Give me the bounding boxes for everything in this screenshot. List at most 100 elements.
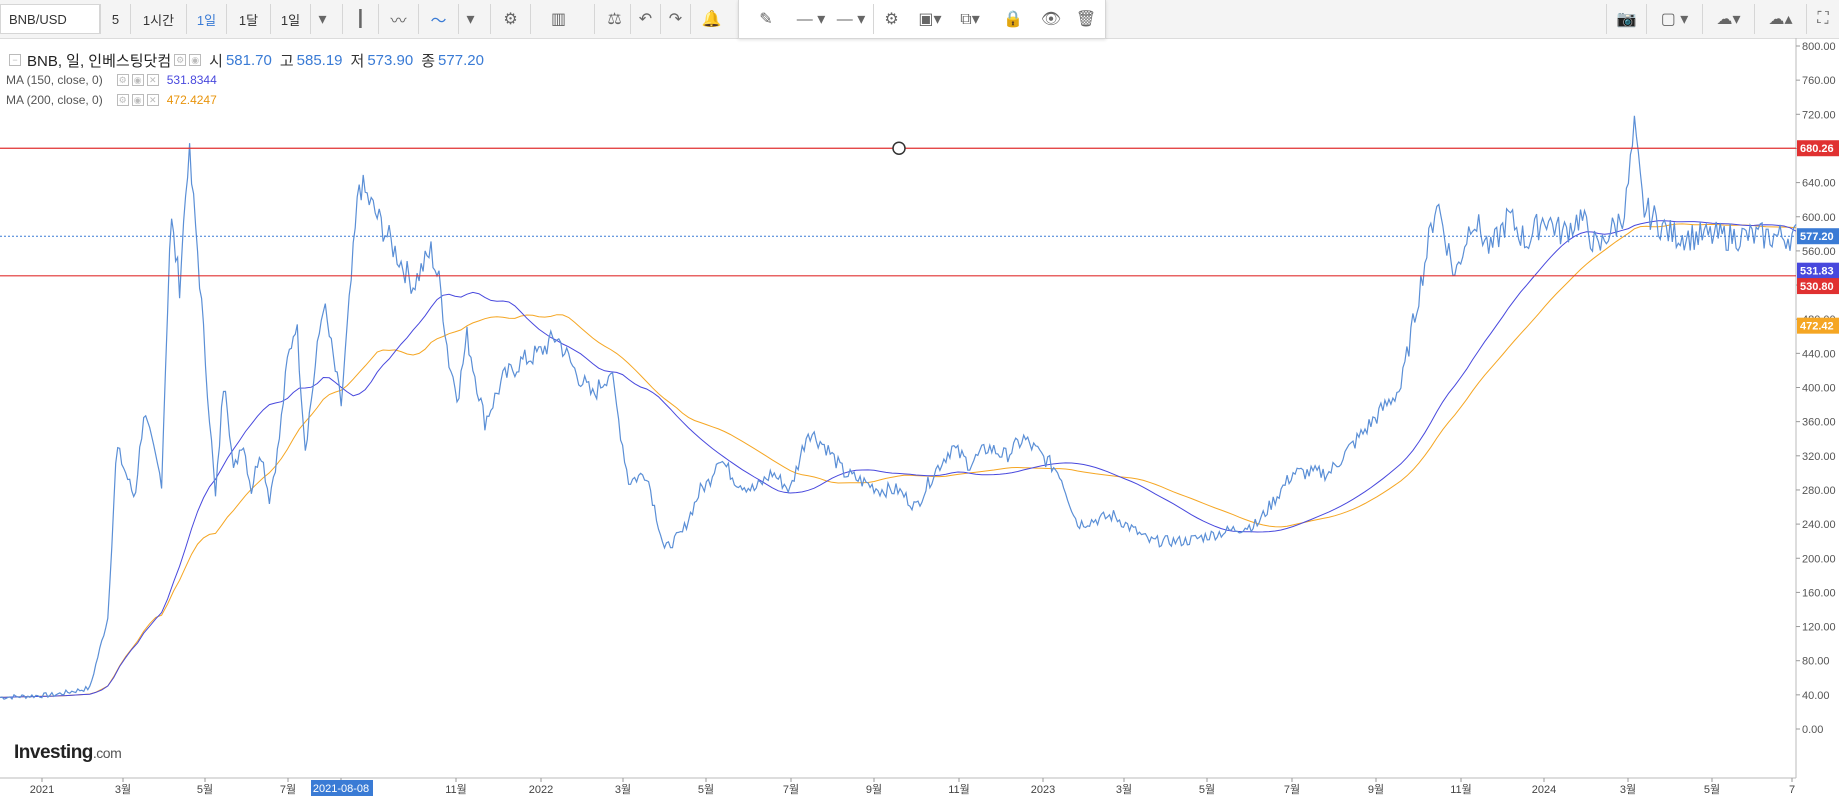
x-tick-label: 11월 [445, 783, 467, 796]
template-dropdown-icon[interactable]: ▢ ▾ [1646, 4, 1702, 34]
pencil-icon[interactable]: ✎ [759, 11, 773, 28]
cloud-download-icon[interactable]: ☁▾ [1702, 4, 1754, 34]
lock-icon[interactable]: 🔒 [1003, 11, 1023, 28]
compare-scale-icon[interactable]: ⚖ [594, 4, 634, 34]
y-tick-label: 360.00 [1802, 417, 1836, 429]
high-label: 고 [279, 52, 294, 70]
line-width-dropdown-icon[interactable]: — ▾ [836, 11, 866, 28]
toolbar: BNB/USD 5 1시간 1일 1달 1일 ▾ ┃ 〰 〜 ▾ ⚙ ▥ ⚖ ↶… [0, 0, 1839, 39]
legend-settings-icon[interactable]: ⚙ [174, 54, 187, 66]
line-style-dropdown-icon[interactable]: — ▾ [796, 11, 826, 28]
price-label-badge [1797, 278, 1839, 295]
x-tick-label: 2021 [30, 784, 54, 796]
y-tick-label: 600.00 [1802, 212, 1836, 224]
price-chart[interactable]: 0.00 40.00 80.00 120.00 160.00 200.00 240.00 28… [0, 38, 1839, 796]
y-tick-label: 200.00 [1802, 553, 1836, 565]
x-tick-label: 9월 [866, 783, 882, 796]
interval-dropdown-icon[interactable]: ▾ [310, 4, 334, 34]
x-tick-label: 7월 [783, 783, 799, 796]
ma200-visibility-icon[interactable]: ◉ [131, 94, 144, 106]
y-tick-label: 440.00 [1802, 348, 1836, 360]
line-handle [892, 141, 906, 155]
x-tick-label: 2021-08-08 [313, 783, 369, 795]
y-tick-label: 0.00 [1802, 724, 1823, 736]
cloud-upload-icon[interactable]: ☁▴ [1754, 4, 1806, 34]
chart-type-dropdown-icon[interactable]: ▾ [458, 4, 482, 34]
x-tick-label: 5월 [197, 783, 213, 796]
legend-visibility-icon[interactable]: ◉ [189, 54, 202, 66]
price-label-badge [1797, 228, 1839, 245]
high-value: 585.19 [296, 51, 343, 69]
y-tick-label: 760.00 [1802, 75, 1836, 87]
interval-5[interactable]: 5 [100, 4, 130, 34]
close-label: 종 [421, 52, 436, 70]
interval-1h[interactable]: 1시간 [130, 4, 186, 34]
area-chart-icon[interactable]: 〰 [378, 4, 418, 34]
visibility-eye-icon[interactable]: 👁 [1040, 11, 1062, 28]
ma150-visibility-icon[interactable]: ◉ [131, 74, 144, 86]
fullscreen-icon[interactable]: ⛶ [1806, 4, 1839, 34]
x-tick-label: 5월 [1199, 783, 1215, 796]
ma200-label: MA (200, close, 0) [6, 93, 103, 107]
price-label-text: 577.20 [1800, 231, 1834, 243]
logo-brand: Investing [14, 742, 93, 763]
legend-title: BNB, 일, 인베스팅닷컴 [27, 52, 172, 70]
x-tick-label: 7월 [1284, 783, 1300, 796]
x-tick-label: 3월 [115, 783, 131, 796]
x-tick-label: 2023 [1031, 784, 1055, 796]
interval-1d-alt[interactable]: 1일 [270, 4, 310, 34]
price-line [0, 115, 1797, 701]
low-value: 573.90 [367, 51, 414, 69]
ma150-settings-icon[interactable]: ⚙ [116, 74, 129, 86]
ma200-settings-icon[interactable]: ⚙ [116, 94, 129, 106]
drawing-toolbar: ✎ — ▾ — ▾ ⚙ ▣▾ ⧉▾ 🔒 👁 🗑 [738, 0, 1106, 39]
ma200-remove-icon[interactable]: ✕ [146, 94, 159, 106]
collapse-legend-icon[interactable]: − [9, 54, 21, 66]
indicators-icon[interactable]: ▥ [530, 4, 586, 34]
close-value: 577.20 [438, 51, 484, 69]
symbol-input[interactable]: BNB/USD [0, 4, 100, 34]
y-tick-label: 720.00 [1802, 109, 1836, 121]
x-tick-label: 3월 [1116, 783, 1132, 796]
x-tick-label: 2024 [1532, 784, 1556, 796]
candlestick-icon[interactable]: ┃ [342, 4, 378, 34]
ma150-line [0, 220, 1797, 698]
x-tick-label: 9월 [1368, 783, 1384, 796]
y-tick-label: 120.00 [1802, 622, 1836, 634]
settings-gear-icon[interactable]: ⚙ [490, 4, 530, 34]
layers-icon[interactable]: ▣▾ [918, 11, 942, 28]
ma200-value: 472.4247 [166, 93, 217, 107]
y-tick-label: 400.00 [1802, 383, 1836, 395]
x-tick-label: 3월 [615, 783, 631, 796]
redo-icon[interactable]: ↷ [660, 4, 690, 34]
open-label: 시 [209, 52, 223, 70]
interval-1mo[interactable]: 1달 [226, 4, 270, 34]
x-tick-label: 7 [1789, 784, 1795, 796]
ma200-line [0, 223, 1797, 698]
low-label: 저 [350, 52, 365, 70]
investing-logo: Investing.com [14, 742, 122, 764]
x-tick-label: 3월 [1620, 783, 1636, 796]
y-tick-label: 560.00 [1802, 246, 1836, 258]
x-tick-label: 11월 [948, 783, 970, 796]
line-chart-icon[interactable]: 〜 [418, 4, 458, 34]
x-tick-label: 5월 [698, 783, 714, 796]
ma150-remove-icon[interactable]: ✕ [146, 74, 159, 86]
price-label-text: 530.80 [1800, 281, 1834, 293]
drawing-settings-icon[interactable]: ⚙ [873, 4, 909, 34]
x-tick-label: 2022 [529, 784, 553, 796]
price-label-badge [1797, 317, 1839, 334]
y-tick-label: 240.00 [1802, 519, 1836, 531]
price-label-text: 472.42 [1800, 321, 1834, 333]
interval-1d[interactable]: 1일 [186, 4, 226, 34]
y-tick-label: 800.00 [1802, 41, 1836, 53]
price-label-badge [1797, 262, 1839, 279]
undo-icon[interactable]: ↶ [630, 4, 660, 34]
crosshair-date-badge [311, 780, 373, 796]
trash-icon[interactable]: 🗑 [1075, 11, 1097, 28]
camera-icon[interactable]: 📷 [1606, 4, 1646, 34]
y-tick-label: 640.00 [1802, 178, 1836, 190]
price-label-text: 531.83 [1800, 266, 1834, 278]
alert-bell-icon[interactable]: 🔔 [690, 4, 732, 34]
clone-icon[interactable]: ⧉▾ [960, 11, 980, 28]
